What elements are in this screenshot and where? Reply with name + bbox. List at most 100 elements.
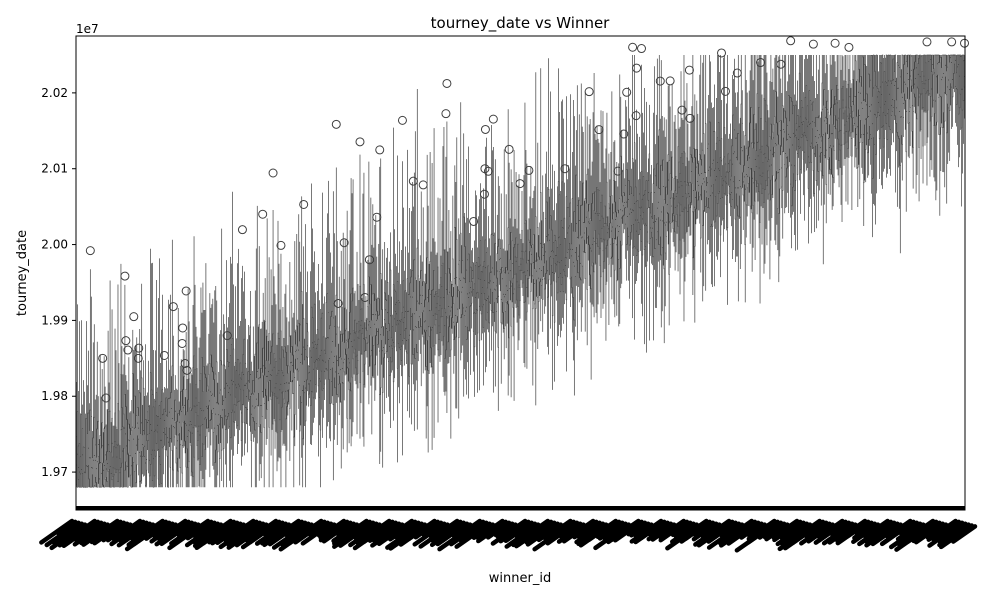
box-plot — [311, 228, 314, 436]
box-plot — [929, 54, 931, 177]
box — [861, 86, 863, 135]
box — [593, 210, 595, 273]
box-plot — [725, 103, 728, 231]
box-plot — [572, 99, 574, 361]
box — [467, 259, 469, 328]
box-plot — [577, 197, 579, 288]
box-plot — [433, 128, 435, 438]
box-plot — [928, 54, 930, 96]
box-plot — [417, 239, 419, 362]
box — [557, 181, 560, 278]
box — [556, 247, 559, 294]
box-plot — [900, 69, 902, 163]
box — [910, 55, 912, 81]
box-plot — [796, 80, 799, 250]
box — [773, 123, 775, 148]
box-plot — [854, 54, 856, 168]
x-tick-label — [92, 520, 127, 546]
x-tick-label — [370, 522, 405, 548]
x-tick-label — [192, 522, 224, 545]
box — [705, 123, 707, 207]
box-plot — [870, 54, 872, 165]
box — [190, 410, 192, 446]
box-plot — [81, 404, 84, 488]
box — [835, 99, 837, 130]
box-plot — [344, 239, 346, 376]
box-plot — [477, 216, 480, 299]
box — [807, 121, 810, 189]
box-plot — [469, 222, 472, 375]
box-plot — [139, 329, 141, 488]
box — [576, 205, 578, 261]
box — [858, 68, 860, 111]
box — [431, 290, 433, 367]
box — [142, 434, 144, 457]
box — [852, 79, 854, 112]
box — [659, 194, 661, 238]
box-plot — [746, 92, 748, 217]
box-plot — [201, 312, 203, 488]
box-plot — [153, 398, 156, 488]
x-tick-label — [353, 521, 379, 541]
x-tick-label — [487, 519, 508, 536]
outlier-point — [584, 87, 594, 97]
box — [872, 54, 875, 139]
x-tick-label — [633, 519, 667, 545]
box — [815, 116, 817, 181]
box-plot — [945, 54, 947, 95]
x-tick-label — [905, 519, 939, 544]
box-plot — [784, 54, 786, 214]
x-tick-label — [226, 520, 262, 547]
x-tick-label — [569, 518, 596, 538]
box — [167, 398, 170, 488]
box-plot — [251, 370, 253, 435]
box-plot — [358, 300, 360, 351]
box-plot — [423, 281, 425, 345]
box — [550, 229, 553, 266]
box-plot — [523, 175, 525, 363]
box-plot — [313, 251, 316, 418]
box-plot — [365, 296, 367, 352]
box — [202, 391, 204, 444]
box-plot — [425, 241, 427, 439]
box-plot — [392, 127, 395, 421]
box-plot — [430, 251, 432, 368]
box — [888, 54, 891, 128]
box-plot — [641, 112, 644, 317]
box — [453, 303, 455, 340]
box — [584, 198, 586, 279]
box — [113, 446, 115, 488]
box-plot — [256, 205, 258, 444]
box — [613, 180, 615, 244]
box-plot — [676, 178, 678, 234]
box — [205, 377, 207, 437]
box-plot — [461, 245, 463, 353]
box-plot — [693, 115, 695, 271]
box — [547, 240, 549, 298]
box — [229, 355, 232, 439]
box-plot — [703, 54, 705, 287]
box-plot — [512, 226, 514, 337]
box-plot — [306, 271, 309, 392]
box — [485, 252, 488, 321]
box-plot — [740, 54, 742, 245]
box-plot — [316, 291, 319, 371]
box — [709, 121, 711, 209]
box — [792, 105, 795, 175]
box-plot — [360, 262, 362, 404]
box — [933, 68, 935, 126]
box — [774, 116, 776, 182]
box — [130, 434, 132, 476]
box-plot — [620, 96, 622, 289]
box — [959, 54, 962, 95]
box-plot — [471, 247, 474, 297]
box-plot — [807, 54, 810, 244]
box-plot — [500, 193, 502, 384]
box-plot — [668, 83, 670, 326]
box — [560, 220, 563, 285]
x-tick-label — [806, 522, 835, 544]
box — [369, 303, 371, 336]
box-plot — [778, 56, 780, 283]
box — [457, 296, 459, 317]
box — [782, 105, 784, 191]
